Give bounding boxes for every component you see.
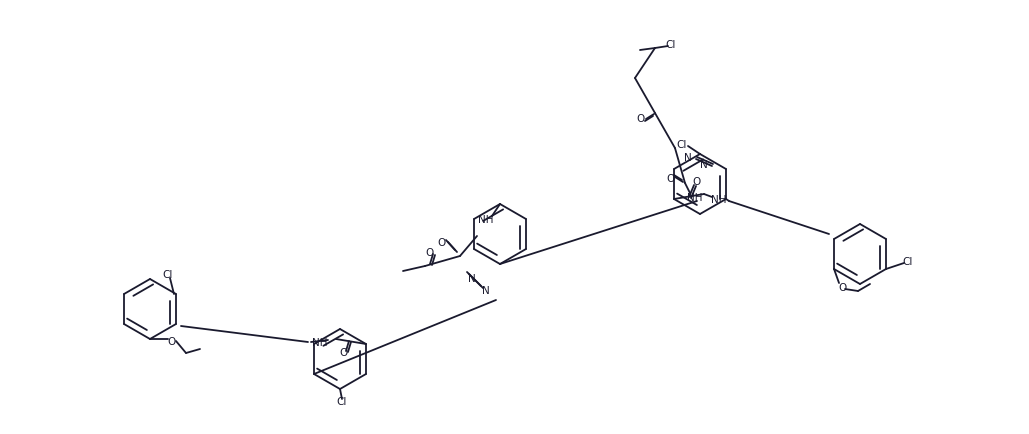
Text: O: O — [667, 174, 675, 184]
Text: Cl: Cl — [677, 140, 687, 150]
Text: NH: NH — [711, 194, 726, 204]
Text: O: O — [438, 237, 447, 247]
Text: N: N — [684, 153, 691, 163]
Text: Cl: Cl — [336, 396, 347, 406]
Text: N: N — [483, 285, 490, 295]
Text: NH: NH — [687, 193, 703, 203]
Text: NH: NH — [478, 214, 494, 224]
Text: O: O — [691, 177, 700, 187]
Text: O: O — [838, 283, 846, 293]
Text: Cl: Cl — [666, 40, 676, 50]
Text: O: O — [426, 247, 434, 257]
Text: O: O — [637, 114, 645, 124]
Text: N: N — [468, 273, 475, 283]
Text: Cl: Cl — [163, 270, 173, 279]
Text: O: O — [340, 347, 348, 357]
Text: N: N — [700, 160, 708, 170]
Text: Cl: Cl — [902, 256, 913, 266]
Text: O: O — [168, 336, 176, 346]
Text: NH: NH — [312, 337, 327, 347]
